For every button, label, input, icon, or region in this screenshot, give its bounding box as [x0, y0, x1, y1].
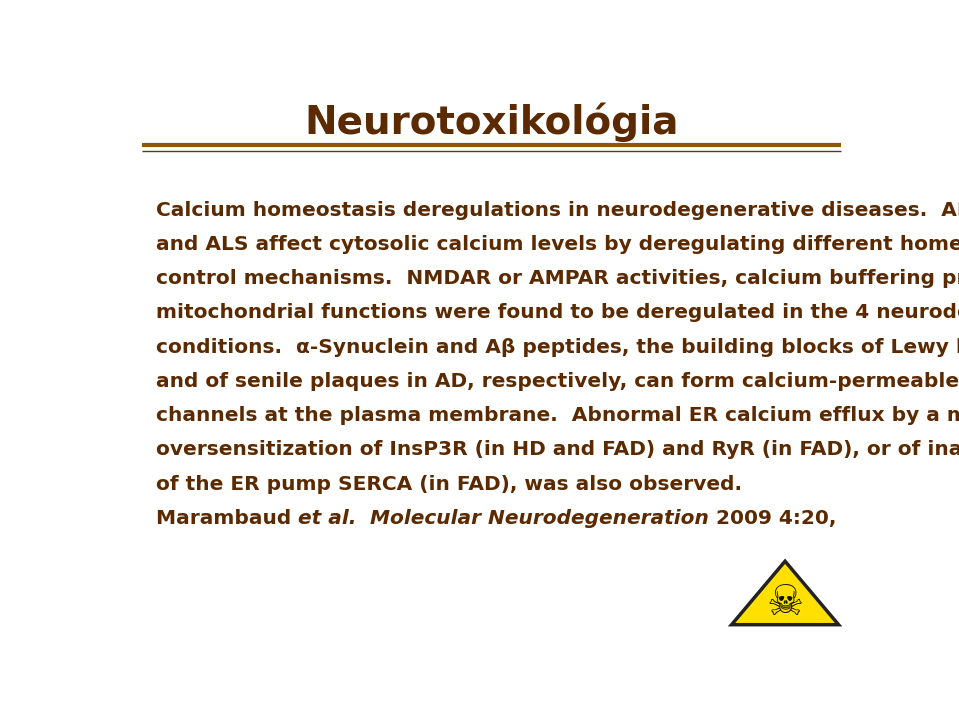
Text: mitochondrial functions were found to be deregulated in the 4 neurodegenerative: mitochondrial functions were found to be… — [155, 303, 959, 323]
Polygon shape — [732, 561, 838, 625]
Text: Calcium homeostasis deregulations in neurodegenerative diseases.  AD, PD, HD,: Calcium homeostasis deregulations in neu… — [155, 201, 959, 219]
Text: Neurotoxikológia: Neurotoxikológia — [304, 103, 679, 142]
Text: Molecular Neurodegeneration: Molecular Neurodegeneration — [356, 509, 709, 528]
Text: control mechanisms.  NMDAR or AMPAR activities, calcium buffering proteins, and: control mechanisms. NMDAR or AMPAR activ… — [155, 269, 959, 288]
Text: et al.: et al. — [298, 509, 356, 528]
Text: oversensitization of InsP3R (in HD and FAD) and RyR (in FAD), or of inactivation: oversensitization of InsP3R (in HD and F… — [155, 440, 959, 460]
Text: Marambaud: Marambaud — [155, 509, 298, 528]
Text: channels at the plasma membrane.  Abnormal ER calcium efflux by a mechanism of: channels at the plasma membrane. Abnorma… — [155, 406, 959, 425]
Text: ☠: ☠ — [766, 582, 804, 625]
Text: and of senile plaques in AD, respectively, can form calcium-permeable ion: and of senile plaques in AD, respectivel… — [155, 372, 959, 391]
Text: of the ER pump SERCA (in FAD), was also observed.: of the ER pump SERCA (in FAD), was also … — [155, 475, 741, 493]
Text: and ALS affect cytosolic calcium levels by deregulating different homeostatic: and ALS affect cytosolic calcium levels … — [155, 235, 959, 254]
Text: 2009 4:20,: 2009 4:20, — [709, 509, 836, 528]
Text: conditions.  α-Synuclein and Aβ peptides, the building blocks of Lewy bodies in : conditions. α-Synuclein and Aβ peptides,… — [155, 338, 959, 356]
